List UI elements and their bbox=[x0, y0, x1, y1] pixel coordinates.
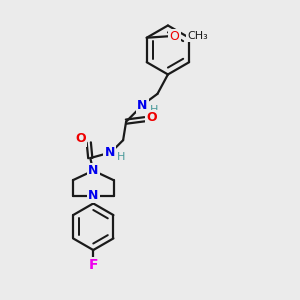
Text: H: H bbox=[117, 152, 125, 163]
Text: H: H bbox=[150, 105, 158, 115]
Text: O: O bbox=[76, 133, 86, 146]
Text: O: O bbox=[146, 111, 157, 124]
Text: O: O bbox=[169, 30, 179, 43]
Text: N: N bbox=[137, 99, 148, 112]
Text: N: N bbox=[88, 164, 98, 177]
Text: CH₃: CH₃ bbox=[187, 31, 208, 41]
Text: F: F bbox=[88, 258, 98, 272]
Text: N: N bbox=[104, 146, 115, 159]
Text: N: N bbox=[88, 189, 98, 202]
